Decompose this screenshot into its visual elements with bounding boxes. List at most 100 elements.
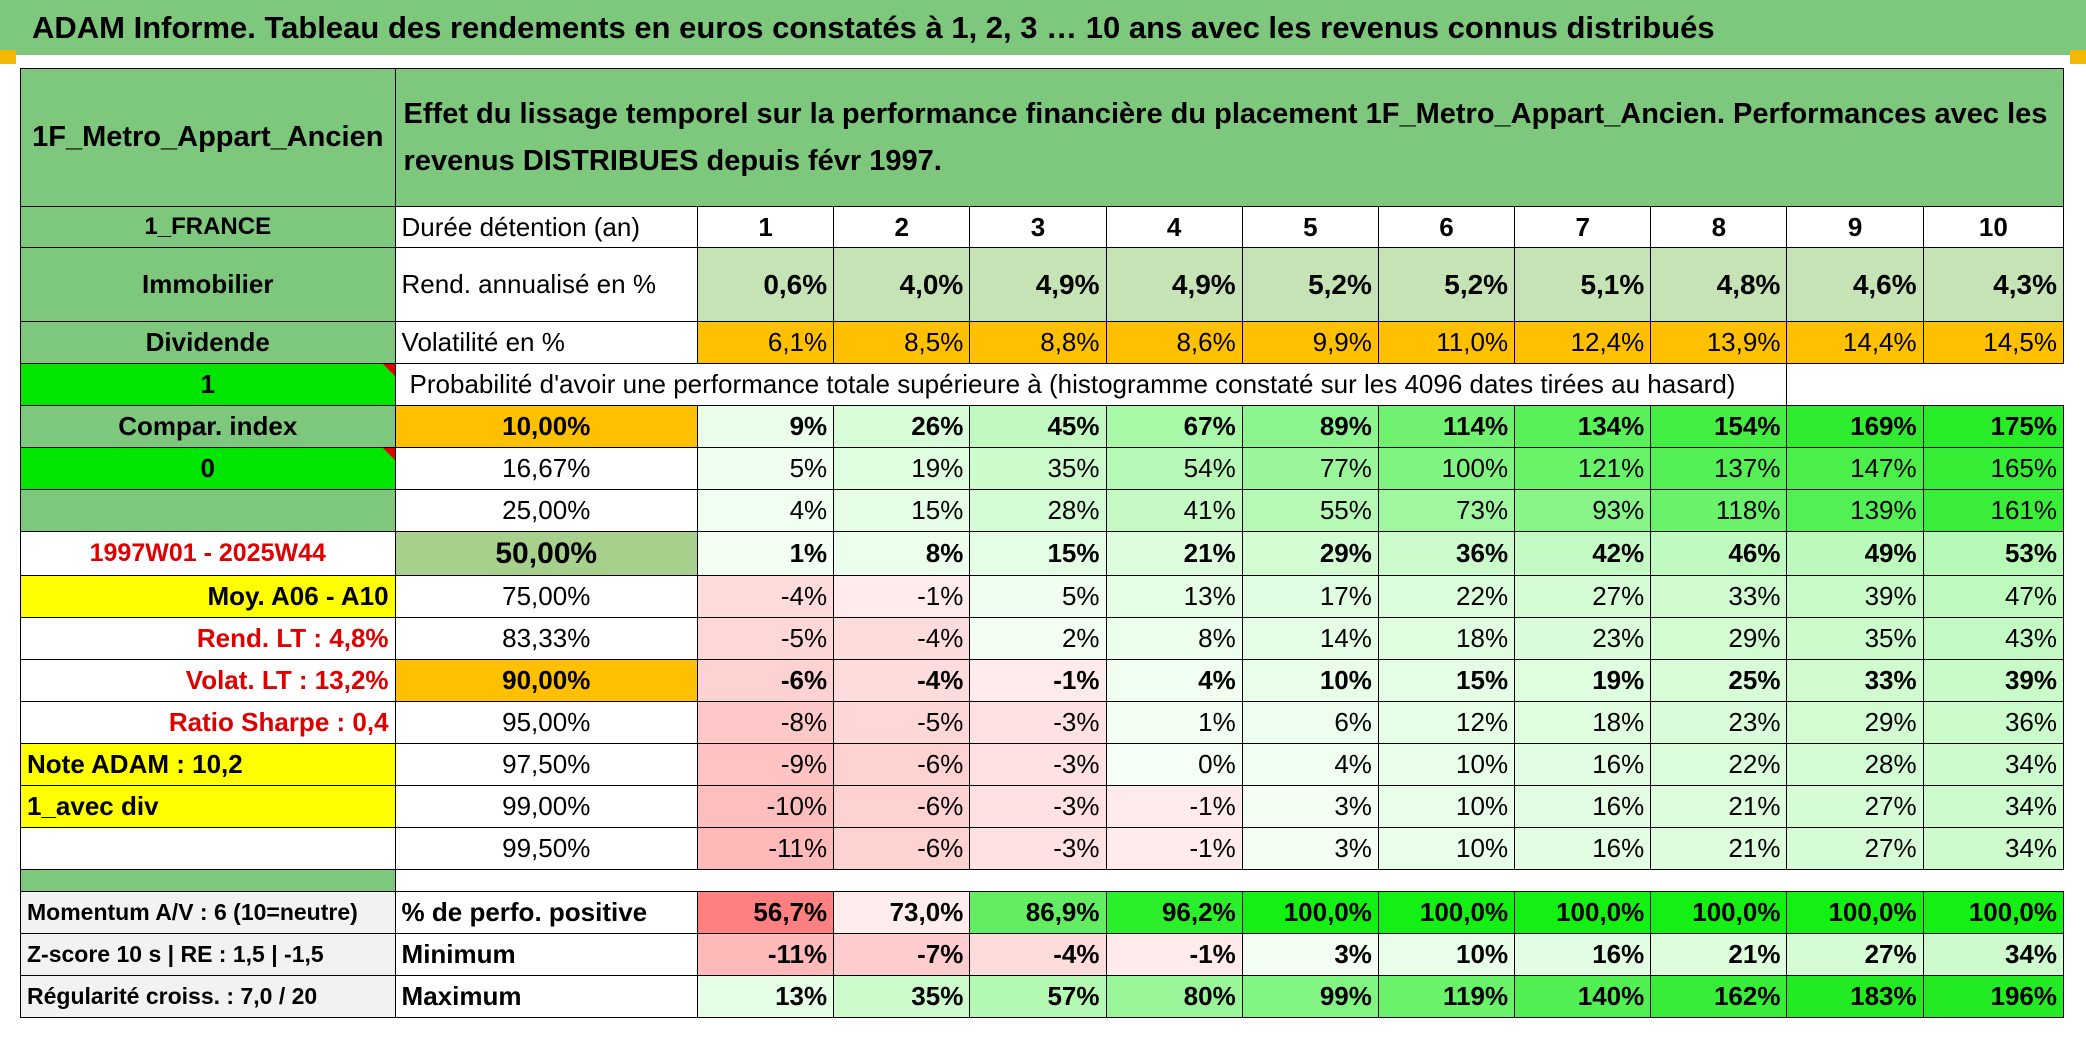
positive-rate-value: 86,9% bbox=[969, 891, 1107, 934]
positive-rate-value: 100,0% bbox=[1922, 891, 2065, 934]
quantile-value: -3% bbox=[969, 701, 1107, 744]
quantile-row: Ratio Sharpe : 0,4 95,00% -8% -5% -3% 1% 6% 12%… bbox=[20, 701, 2065, 744]
quantile-value: 21% bbox=[1650, 827, 1788, 870]
minimum-value: 16% bbox=[1514, 933, 1652, 976]
empty-cell bbox=[20, 827, 396, 870]
maximum-value: 162% bbox=[1650, 975, 1788, 1018]
quantile-value: -1% bbox=[969, 659, 1107, 702]
quantile-row: 99,50% -11% -6% -3% -1% 3% 10% 16% 21% 27% 34% bbox=[20, 827, 2065, 870]
quantile-value: 18% bbox=[1377, 617, 1516, 660]
spacer-cell bbox=[20, 869, 396, 892]
positive-rate-value: 100,0% bbox=[1377, 891, 1516, 934]
positive-rate-label: % de perfo. positive bbox=[394, 891, 698, 934]
minimum-value: 21% bbox=[1650, 933, 1788, 976]
maximum-value: 35% bbox=[833, 975, 971, 1018]
quantile-value: 39% bbox=[1922, 659, 2065, 702]
corner-marker bbox=[0, 50, 16, 64]
quantile-value: 6% bbox=[1241, 701, 1379, 744]
quantile-value: 137% bbox=[1650, 447, 1788, 490]
quantile-value: 93% bbox=[1514, 489, 1652, 532]
quantile-row: Volat. LT : 13,2% 90,00% -6% -4% -1% 4% 10% 15%… bbox=[20, 659, 2065, 702]
regularity-label: Régularité croiss. : 7,0 / 20 bbox=[20, 975, 396, 1018]
quantile-value: 12% bbox=[1377, 701, 1516, 744]
quantile-value: 1% bbox=[1105, 701, 1243, 744]
quantile-value: 22% bbox=[1377, 575, 1516, 618]
quantile-value: 165% bbox=[1922, 447, 2065, 490]
quantile-row: 1997W01 - 2025W44 50,00% 1% 8% 15% 21% 29% 36% 4… bbox=[20, 531, 2065, 576]
quantile-value: 89% bbox=[1241, 405, 1379, 448]
quantile-value: 3% bbox=[1241, 827, 1379, 870]
quantile-value: 23% bbox=[1650, 701, 1788, 744]
quantile-row: 0 16,67% 5% 19% 35% 54% 77% 100% 121% 137% 147% 165… bbox=[20, 447, 2065, 490]
quantile-value: 35% bbox=[969, 447, 1107, 490]
quantile-value: 161% bbox=[1922, 489, 2065, 532]
quantile-value: 10% bbox=[1241, 659, 1379, 702]
quantile-value: 34% bbox=[1922, 743, 2065, 786]
quantile-value: -5% bbox=[833, 701, 971, 744]
return-value: 4,9% bbox=[969, 247, 1107, 322]
option-cell[interactable]: 1 bbox=[20, 363, 396, 406]
quantile-value: -3% bbox=[969, 785, 1107, 828]
quantile-value: 17% bbox=[1241, 575, 1379, 618]
quantile-value: 18% bbox=[1514, 701, 1652, 744]
quantile-value: 43% bbox=[1922, 617, 2065, 660]
percentile-label: 99,50% bbox=[394, 827, 698, 870]
year-header: 10 bbox=[1922, 206, 2065, 248]
year-header: 5 bbox=[1241, 206, 1379, 248]
return-label: Rend. annualisé en % bbox=[394, 247, 698, 322]
return-value: 4,9% bbox=[1105, 247, 1243, 322]
year-header: 7 bbox=[1514, 206, 1652, 248]
quantile-value: 8% bbox=[1105, 617, 1243, 660]
quantile-value: 118% bbox=[1650, 489, 1788, 532]
quantile-value: 77% bbox=[1241, 447, 1379, 490]
quantile-value: 54% bbox=[1105, 447, 1243, 490]
positive-rate-value: 100,0% bbox=[1241, 891, 1379, 934]
quantile-value: 16% bbox=[1514, 827, 1652, 870]
quantile-value: 46% bbox=[1650, 531, 1788, 576]
quantile-value: -3% bbox=[969, 743, 1107, 786]
option-cell[interactable]: 0 bbox=[20, 447, 396, 490]
quantile-value: 35% bbox=[1786, 617, 1924, 660]
quantile-value: 55% bbox=[1241, 489, 1379, 532]
quantile-value: 47% bbox=[1922, 575, 2065, 618]
volatility-value: 8,5% bbox=[833, 321, 971, 364]
quantile-value: 45% bbox=[969, 405, 1107, 448]
quantile-value: 36% bbox=[1377, 531, 1516, 576]
quantile-value: 147% bbox=[1786, 447, 1924, 490]
volatility-value: 12,4% bbox=[1514, 321, 1652, 364]
quantile-value: 34% bbox=[1922, 827, 2065, 870]
return-value: 5,1% bbox=[1514, 247, 1652, 322]
year-header: 6 bbox=[1377, 206, 1516, 248]
quantile-row: Note ADAM : 10,2 97,50% -9% -6% -3% 0% 4% 10% 16… bbox=[20, 743, 2065, 786]
maximum-label: Maximum bbox=[394, 975, 698, 1018]
adam-score: Note ADAM : 10,2 bbox=[20, 743, 396, 786]
summary-row: Momentum A/V : 6 (10=neutre)% de perfo. … bbox=[20, 891, 2065, 934]
quantile-value: -3% bbox=[969, 827, 1107, 870]
percentile-label: 83,33% bbox=[394, 617, 698, 660]
quantile-value: 121% bbox=[1514, 447, 1652, 490]
quantile-value: 8% bbox=[833, 531, 971, 576]
positive-rate-value: 100,0% bbox=[1650, 891, 1788, 934]
quantile-value: -6% bbox=[833, 743, 971, 786]
quantile-value: 29% bbox=[1241, 531, 1379, 576]
year-header: 3 bbox=[969, 206, 1107, 248]
zscore-label: Z-score 10 s | RE : 1,5 | -1,5 bbox=[20, 933, 396, 976]
quantile-value: -1% bbox=[833, 575, 971, 618]
quantile-row: 25,00% 4% 15% 28% 41% 55% 73% 93% 118% 139% 161% bbox=[20, 489, 2065, 532]
probability-caption: Probabilité d'avoir une performance tota… bbox=[394, 363, 1788, 406]
return-value: 4,8% bbox=[1650, 247, 1788, 322]
quantile-value: 36% bbox=[1922, 701, 2065, 744]
return-value: 4,0% bbox=[833, 247, 971, 322]
quantile-value: 4% bbox=[696, 489, 835, 532]
quantile-value: -1% bbox=[1105, 785, 1243, 828]
quantile-value: 67% bbox=[1105, 405, 1243, 448]
quantile-value: 9% bbox=[696, 405, 835, 448]
average-label: Moy. A06 - A10 bbox=[20, 575, 396, 618]
maximum-value: 119% bbox=[1377, 975, 1516, 1018]
quantile-value: 27% bbox=[1514, 575, 1652, 618]
quantile-value: 53% bbox=[1922, 531, 2065, 576]
year-header: 4 bbox=[1105, 206, 1243, 248]
volatility-label: Volatilité en % bbox=[394, 321, 698, 364]
compar-index-label: Compar. index bbox=[20, 405, 396, 448]
sharpe-ratio: Ratio Sharpe : 0,4 bbox=[20, 701, 396, 744]
